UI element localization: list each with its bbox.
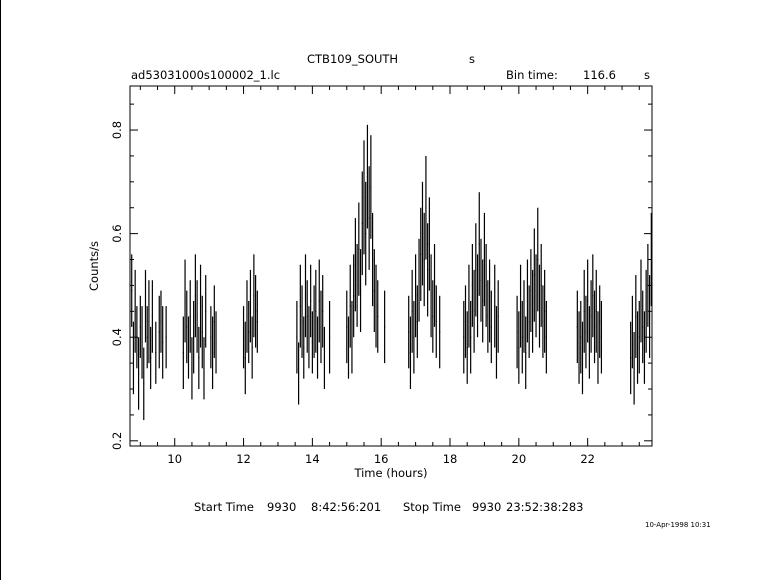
object-title: CTB109_SOUTH xyxy=(307,52,399,66)
bin-time-value: 116.6 xyxy=(583,68,616,82)
y-tick-label: 0.2 xyxy=(110,432,124,450)
start-time-value: 8:42:56:201 xyxy=(311,500,382,514)
x-tick-label: 20 xyxy=(512,452,527,466)
y-tick-label: 0.8 xyxy=(110,121,124,139)
left-border-line xyxy=(0,0,1,580)
object-unit: s xyxy=(469,52,475,66)
x-tick-label: 18 xyxy=(443,452,458,466)
stop-day: 9930 xyxy=(472,500,502,514)
y-tick-label: 0.6 xyxy=(110,224,124,242)
x-tick-label: 16 xyxy=(374,452,389,466)
data-points xyxy=(131,124,652,421)
start-day: 9930 xyxy=(267,500,297,514)
plot-frame xyxy=(129,85,653,447)
x-axis-label: Time (hours) xyxy=(353,466,427,480)
start-time-label: Start Time xyxy=(194,500,254,514)
bin-time-label: Bin time: xyxy=(506,68,558,82)
axis-ticks xyxy=(130,86,652,446)
file-name: ad53031000s100002_1.lc xyxy=(131,68,281,82)
x-tick-label: 14 xyxy=(305,452,320,466)
bin-time-unit: s xyxy=(644,68,650,82)
x-tick-label: 10 xyxy=(167,452,182,466)
axis-tick-labels: 10 12 14 16 18 20 22 0.2 0.4 0.6 0.8 xyxy=(110,121,595,466)
x-tick-label: 22 xyxy=(580,452,595,466)
stop-time-value: 23:52:38:283 xyxy=(506,500,584,514)
x-tick-label: 12 xyxy=(236,452,251,466)
stop-time-label: Stop Time xyxy=(403,500,461,514)
y-tick-label: 0.4 xyxy=(110,328,124,346)
y-axis-label: Counts/s xyxy=(87,241,101,291)
plot-date: 10-Apr-1998 10:31 xyxy=(645,521,711,529)
